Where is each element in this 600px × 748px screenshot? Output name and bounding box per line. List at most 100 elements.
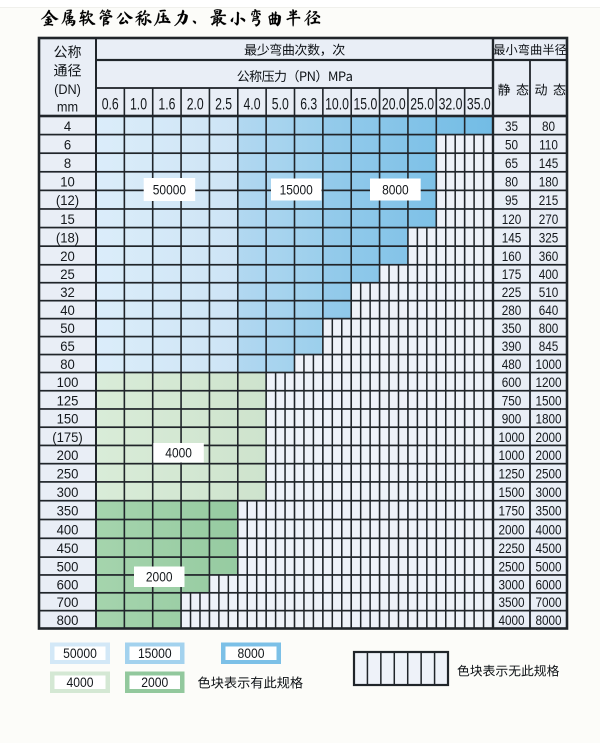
- svg-text:10: 10: [60, 174, 75, 189]
- svg-text:750: 750: [502, 392, 522, 408]
- svg-text:6: 6: [64, 137, 71, 152]
- svg-text:250: 250: [57, 466, 79, 481]
- svg-text:3500: 3500: [498, 594, 524, 610]
- svg-text:7000: 7000: [535, 594, 561, 610]
- svg-text:4000: 4000: [67, 674, 94, 690]
- svg-text:50: 50: [60, 321, 75, 336]
- svg-text:50000: 50000: [63, 645, 97, 661]
- svg-text:3000: 3000: [535, 484, 561, 500]
- svg-text:1.0: 1.0: [130, 96, 147, 114]
- svg-text:25.0: 25.0: [410, 96, 434, 114]
- svg-text:1200: 1200: [535, 374, 561, 390]
- svg-text:125: 125: [57, 393, 79, 408]
- svg-text:150: 150: [57, 411, 79, 426]
- svg-text:6.3: 6.3: [300, 96, 317, 114]
- svg-text:4000: 4000: [165, 445, 192, 461]
- svg-text:50000: 50000: [153, 182, 186, 198]
- svg-text:400: 400: [539, 266, 559, 282]
- svg-text:(175): (175): [52, 429, 83, 444]
- svg-text:100: 100: [57, 375, 79, 390]
- svg-text:2500: 2500: [535, 465, 561, 481]
- svg-text:2000: 2000: [498, 521, 524, 537]
- svg-text:8000: 8000: [382, 182, 409, 198]
- svg-text:800: 800: [57, 613, 79, 628]
- svg-text:5.0: 5.0: [272, 96, 289, 114]
- svg-text:845: 845: [539, 338, 559, 354]
- svg-text:110: 110: [539, 136, 558, 152]
- svg-text:2000: 2000: [141, 674, 168, 690]
- svg-text:5000: 5000: [535, 559, 561, 575]
- svg-text:25: 25: [60, 267, 75, 282]
- svg-text:225: 225: [502, 284, 522, 300]
- svg-text:360: 360: [539, 248, 559, 264]
- svg-text:10.0: 10.0: [325, 96, 349, 114]
- svg-text:(12): (12): [56, 193, 79, 208]
- svg-text:450: 450: [57, 541, 79, 556]
- svg-text:2500: 2500: [498, 559, 524, 575]
- svg-text:300: 300: [57, 484, 79, 499]
- svg-text:15: 15: [60, 211, 75, 226]
- svg-text:145: 145: [539, 155, 559, 171]
- svg-text:1000: 1000: [498, 429, 524, 445]
- svg-text:400: 400: [57, 522, 79, 537]
- svg-text:32: 32: [60, 285, 75, 300]
- svg-text:1000: 1000: [535, 356, 561, 372]
- svg-text:1500: 1500: [535, 392, 561, 408]
- svg-text:8000: 8000: [535, 612, 561, 628]
- svg-text:0.6: 0.6: [102, 96, 119, 114]
- svg-text:mm: mm: [57, 99, 78, 114]
- svg-text:2000: 2000: [146, 569, 173, 585]
- svg-text:3000: 3000: [498, 576, 524, 592]
- svg-text:500: 500: [57, 559, 79, 574]
- svg-text:325: 325: [539, 229, 559, 245]
- svg-text:40: 40: [60, 303, 75, 318]
- svg-text:175: 175: [502, 266, 522, 282]
- svg-text:900: 900: [502, 411, 522, 427]
- svg-text:270: 270: [539, 211, 559, 227]
- svg-text:6000: 6000: [535, 576, 561, 592]
- svg-text:15.0: 15.0: [353, 96, 377, 114]
- svg-text:8: 8: [64, 156, 71, 171]
- svg-text:80: 80: [60, 357, 75, 372]
- svg-text:350: 350: [57, 503, 79, 518]
- svg-text:280: 280: [502, 302, 522, 318]
- svg-text:2000: 2000: [535, 447, 561, 463]
- svg-text:35: 35: [505, 118, 518, 134]
- svg-text:95: 95: [505, 192, 518, 208]
- svg-text:4000: 4000: [498, 612, 524, 628]
- svg-text:3500: 3500: [535, 503, 561, 519]
- svg-text:1.6: 1.6: [158, 96, 175, 114]
- svg-text:80: 80: [505, 174, 518, 190]
- svg-text:65: 65: [505, 155, 518, 171]
- svg-text:15000: 15000: [280, 182, 313, 198]
- svg-text:120: 120: [502, 211, 522, 227]
- svg-text:2250: 2250: [498, 540, 524, 556]
- svg-text:700: 700: [57, 595, 79, 610]
- svg-text:4000: 4000: [535, 521, 561, 537]
- svg-text:1250: 1250: [498, 465, 524, 481]
- svg-text:1750: 1750: [498, 503, 524, 519]
- svg-text:65: 65: [60, 339, 75, 354]
- svg-text:2000: 2000: [535, 429, 561, 445]
- svg-text:510: 510: [539, 284, 559, 300]
- svg-text:2.0: 2.0: [187, 96, 204, 114]
- svg-text:200: 200: [57, 448, 79, 463]
- svg-text:20: 20: [60, 249, 75, 264]
- svg-text:600: 600: [57, 577, 79, 592]
- svg-text:800: 800: [539, 320, 559, 336]
- svg-text:32.0: 32.0: [439, 96, 463, 114]
- svg-text:(18): (18): [56, 230, 79, 245]
- svg-text:160: 160: [502, 248, 522, 264]
- svg-text:640: 640: [539, 302, 559, 318]
- svg-text:1000: 1000: [498, 447, 524, 463]
- svg-text:1800: 1800: [535, 411, 561, 427]
- svg-text:600: 600: [502, 374, 522, 390]
- svg-text:145: 145: [502, 229, 522, 245]
- svg-text:35.0: 35.0: [467, 96, 491, 114]
- svg-text:4.0: 4.0: [243, 96, 260, 114]
- svg-text:215: 215: [539, 192, 559, 208]
- svg-text:480: 480: [502, 356, 522, 372]
- svg-text:20.0: 20.0: [382, 96, 406, 114]
- svg-text:4500: 4500: [535, 540, 561, 556]
- svg-text:15000: 15000: [138, 645, 172, 661]
